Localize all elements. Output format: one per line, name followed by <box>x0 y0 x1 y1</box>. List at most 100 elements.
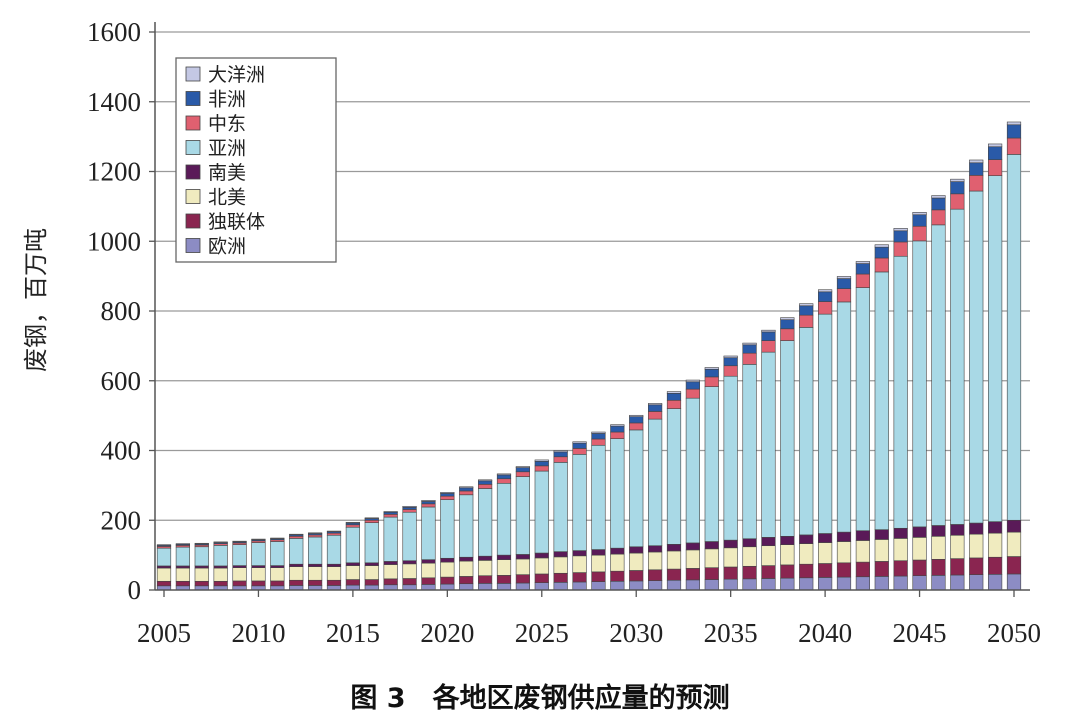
bar-segment <box>648 569 663 581</box>
bar-stack <box>950 178 965 591</box>
bar-segment <box>874 257 889 273</box>
bar-segment <box>893 527 908 539</box>
bar-segment <box>723 375 738 541</box>
legend-swatch <box>185 164 201 180</box>
legend-swatch <box>185 115 201 131</box>
bar-segment <box>818 289 833 293</box>
bar-segment <box>893 538 908 562</box>
legend-item: 南美 <box>185 162 246 184</box>
bar-stack <box>213 541 228 591</box>
bar-stack <box>345 522 360 591</box>
y-tick-label: 800 <box>101 296 142 326</box>
bar-segment <box>780 328 795 341</box>
bar-segment <box>459 576 474 585</box>
bar-segment <box>742 546 757 567</box>
bar-segment <box>799 327 814 536</box>
bar-segment <box>742 342 757 346</box>
bar-segment <box>402 505 417 508</box>
bar-segment <box>459 556 474 562</box>
bar-segment <box>553 582 568 591</box>
bar-segment <box>440 583 455 591</box>
bar-segment <box>742 565 757 580</box>
bar-segment <box>629 546 644 554</box>
bar-segment <box>950 181 965 195</box>
bar-segment <box>1006 573 1022 591</box>
bar-segment <box>308 566 323 581</box>
legend-swatch <box>185 66 201 82</box>
bar-segment <box>799 577 814 591</box>
bar-segment <box>421 503 436 508</box>
bar-segment <box>478 583 493 591</box>
bar-stack <box>440 492 455 591</box>
bar-segment <box>761 545 776 566</box>
bar-segment <box>515 574 530 584</box>
legend-item: 亚洲 <box>185 138 246 160</box>
bar-segment <box>496 478 512 484</box>
bar-segment <box>912 212 927 216</box>
legend-label: 大洋洲 <box>208 64 265 86</box>
bar-segment <box>402 578 417 586</box>
bar-segment <box>931 224 946 526</box>
axes <box>149 22 1030 597</box>
bar-segment <box>723 547 738 568</box>
bar-segment <box>818 533 833 543</box>
bar-segment <box>515 471 530 477</box>
bar-segment <box>364 562 379 566</box>
bar-segment <box>421 500 436 502</box>
bar-segment <box>364 565 379 580</box>
bar-stack <box>648 403 663 591</box>
bar-segment <box>251 542 266 566</box>
bar-segment <box>421 501 436 505</box>
bar-segment <box>836 562 852 578</box>
bar-segment <box>534 461 549 467</box>
bar-segment <box>723 365 738 377</box>
bar-segment <box>969 162 984 176</box>
bar-segment <box>251 580 266 587</box>
bar-segment <box>723 578 738 591</box>
bar-segment <box>761 351 776 538</box>
bar-segment <box>156 580 172 587</box>
bar-segment <box>572 581 587 591</box>
bar-segment <box>308 534 323 538</box>
bar-segment <box>780 564 795 579</box>
bar-segment <box>818 577 833 591</box>
bar-segment <box>1006 124 1022 139</box>
bar-segment <box>666 568 682 581</box>
bar-segment <box>478 575 493 584</box>
legend-label: 非洲 <box>208 89 246 111</box>
bar-stack <box>723 355 738 591</box>
bar-segment <box>780 535 795 545</box>
bar-segment <box>345 522 360 524</box>
bar-segment <box>610 431 625 439</box>
bar-stack <box>326 530 342 591</box>
bar-segment <box>402 507 417 510</box>
legend-swatch <box>185 91 201 106</box>
bar-segment <box>704 541 719 550</box>
bar-segment <box>761 331 776 341</box>
y-tick-labels: 0 200 400 600 800 1000 1200 1400 1600 <box>87 17 141 605</box>
legend-label: 北美 <box>208 187 246 209</box>
bar-segment <box>818 313 833 534</box>
bar-stack <box>572 441 587 591</box>
bar-segment <box>251 565 266 568</box>
bar-segment <box>761 537 776 547</box>
bar-stack <box>799 303 814 591</box>
bar-stack <box>402 505 417 591</box>
bar-segment <box>855 263 870 275</box>
bar-segment <box>232 580 247 587</box>
bar-segment <box>912 559 927 577</box>
bar-segment <box>572 442 587 449</box>
legend-swatch <box>185 213 201 229</box>
bar-segment <box>836 301 852 533</box>
bar-segment <box>685 579 700 591</box>
bar-segment <box>496 473 512 476</box>
bar-segment <box>931 535 946 560</box>
bar-segment <box>1006 519 1022 533</box>
bar-stack <box>704 367 719 591</box>
bar-segment <box>931 525 946 537</box>
bar-segment <box>950 524 965 536</box>
bar-stack <box>175 543 190 591</box>
x-tick-label: 2050 <box>987 618 1041 648</box>
y-tick-label: 1400 <box>87 87 141 117</box>
legend-label: 南美 <box>208 162 246 184</box>
